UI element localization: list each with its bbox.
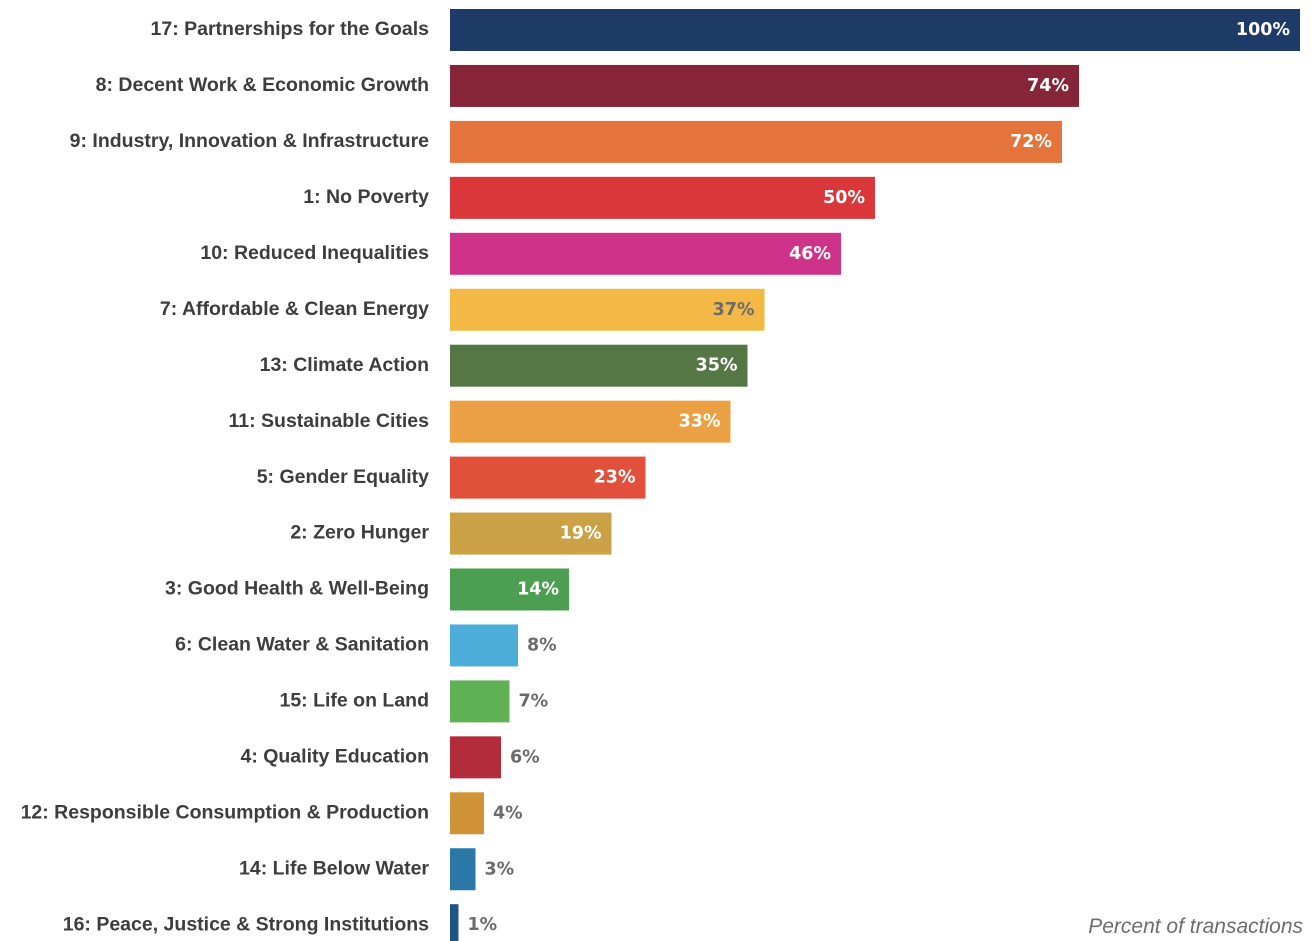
bar [450,512,612,555]
value-label: 50% [823,188,865,208]
category-label: 10: Reduced Inequalities [200,242,429,264]
value-label: 100% [1236,20,1290,40]
category-label: 3: Good Health & Well-Being [165,578,429,600]
bar [450,848,476,891]
value-label: 4% [493,803,523,823]
value-label: 8% [527,635,557,655]
category-label: 13: Climate Action [260,354,429,376]
bar [450,9,1300,51]
category-label: 15: Life on Land [279,690,429,712]
category-label: 16: Peace, Justice & Strong Institutions [63,913,429,935]
category-label: 2: Zero Hunger [290,522,429,544]
value-label: 72% [1010,132,1052,152]
value-label: 46% [789,244,831,264]
value-label: 33% [679,412,721,432]
value-label: 3% [485,859,515,879]
category-label: 1: No Poverty [303,186,429,208]
value-label: 74% [1027,76,1069,96]
bar [450,736,501,779]
category-label: 17: Partnerships for the Goals [151,18,430,40]
value-label: 1% [468,915,498,935]
bar [450,792,484,835]
category-label: 6: Clean Water & Sanitation [175,634,429,656]
value-label: 7% [519,691,549,711]
category-label: 9: Industry, Innovation & Infrastructure [70,130,429,152]
bar [450,624,518,667]
category-label: 5: Gender Equality [257,466,429,488]
bar [450,904,459,941]
bar [450,400,731,443]
bar [450,344,748,387]
value-label: 19% [560,524,602,544]
bar [450,680,510,723]
category-label: 8: Decent Work & Economic Growth [96,74,429,96]
value-label: 6% [510,747,540,767]
bar [450,568,569,611]
category-label: 12: Responsible Consumption & Production [21,801,429,823]
value-label: 14% [517,580,559,600]
bar [450,64,1079,107]
bar [450,232,841,275]
value-label: 35% [696,356,738,376]
value-label: 37% [713,300,755,320]
axis-note: Percent of transactions [1088,915,1303,938]
bar [450,120,1062,163]
category-label: 7: Affordable & Clean Energy [160,298,429,320]
bar [450,288,765,331]
bar [450,456,646,499]
value-label: 23% [594,468,636,488]
bar [450,176,875,219]
category-label: 11: Sustainable Cities [229,410,430,432]
category-label: 4: Quality Education [240,746,429,768]
category-label: 14: Life Below Water [239,857,429,879]
